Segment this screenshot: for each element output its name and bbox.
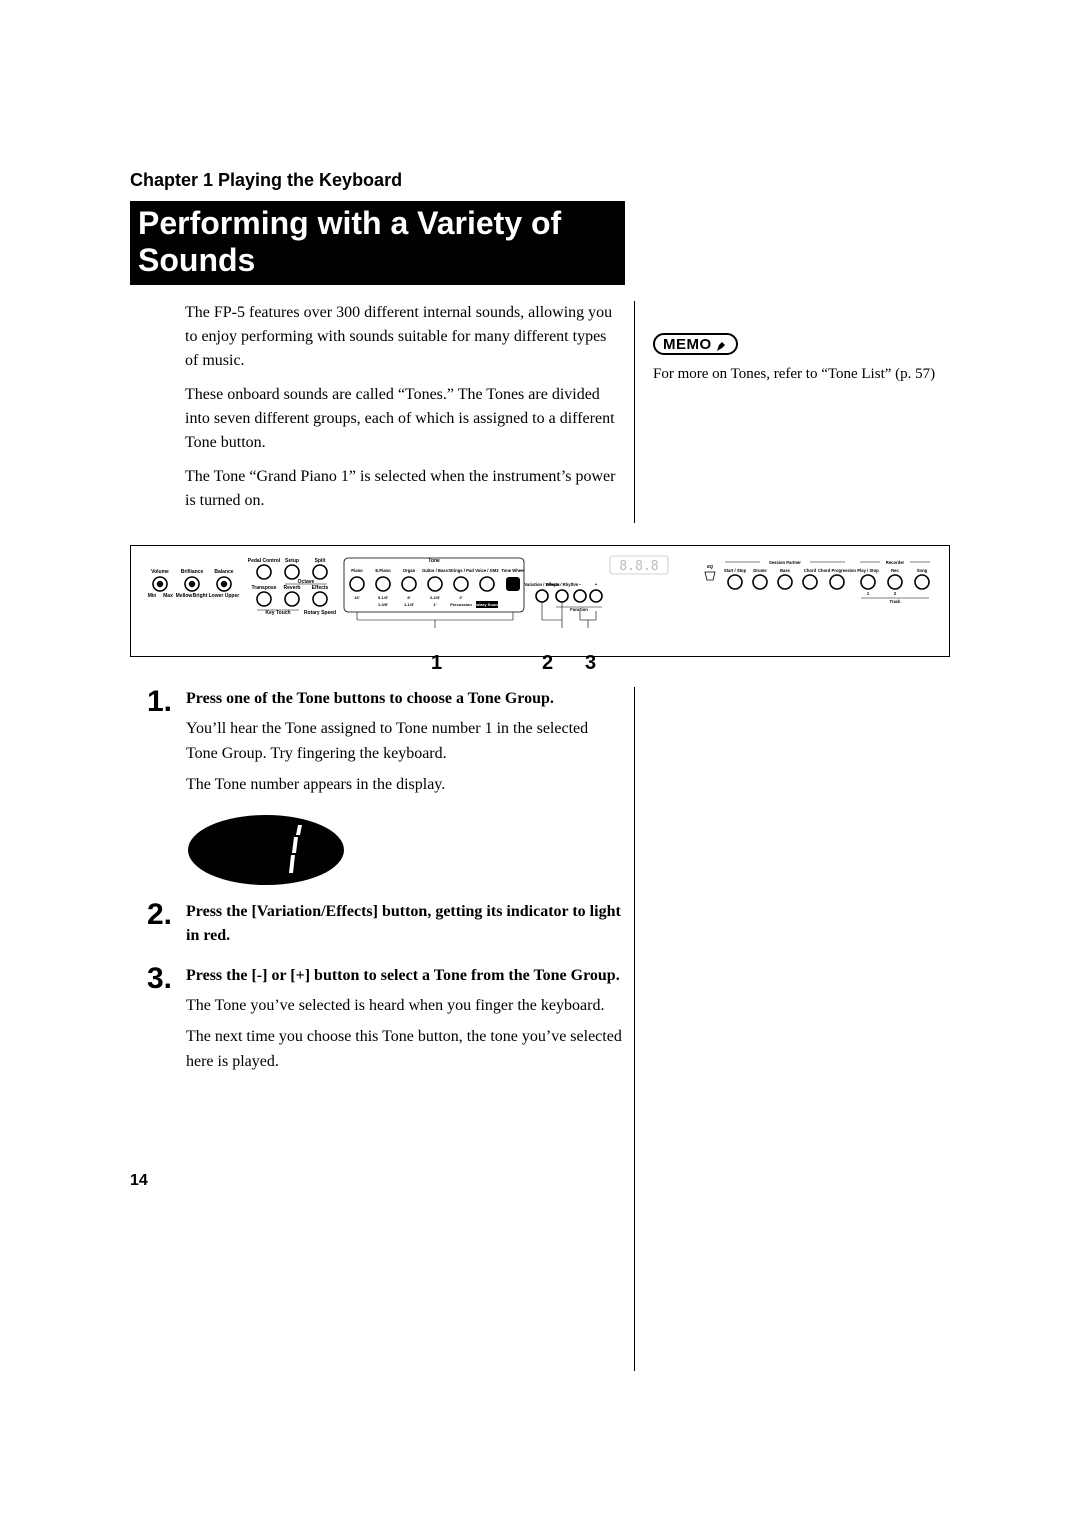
step-text: The next time you choose this Tone butto…: [186, 1025, 622, 1075]
pencil-icon: [716, 338, 728, 352]
svg-text:16′: 16′: [354, 595, 359, 600]
knob-volume: Volume Min Max: [148, 569, 173, 599]
svg-text:Percussion: Percussion: [450, 602, 472, 607]
svg-text:1-3/5′: 1-3/5′: [378, 602, 388, 607]
step-2: 2. Press the [Variation/Effects] button,…: [130, 900, 622, 954]
knob-balance: Balance Lower Upper: [209, 569, 240, 599]
svg-text:Bass: Bass: [780, 568, 791, 573]
step-heading: Press one of the Tone buttons to choose …: [186, 687, 622, 711]
memo-column: MEMO For more on Tones, refer to “Tone L…: [653, 301, 950, 523]
svg-text:Upper: Upper: [225, 593, 240, 599]
step-number: 3.: [130, 964, 172, 1080]
svg-text:Drums: Drums: [753, 568, 767, 573]
intro-p3: The Tone “Grand Piano 1” is selected whe…: [185, 465, 622, 513]
callout-1: 1: [431, 652, 442, 675]
svg-text:Brilliance: Brilliance: [181, 569, 204, 575]
svg-text:Strings / Pad: Strings / Pad: [448, 568, 474, 573]
intro-p2: These onboard sounds are called “Tones.”…: [185, 383, 622, 455]
svg-text:Key Touch: Key Touch: [265, 610, 290, 616]
svg-text:Guitar / Bass: Guitar / Bass: [422, 568, 449, 573]
svg-text:Session Partner: Session Partner: [769, 560, 801, 565]
svg-text:Rec: Rec: [891, 568, 899, 573]
svg-text:Rotary Sound: Rotary Sound: [474, 602, 501, 607]
svg-text:Balance: Balance: [214, 569, 233, 575]
step-3: 3. Press the [-] or [+] button to select…: [130, 964, 622, 1080]
svg-text:Split: Split: [315, 558, 326, 564]
svg-text:Chord: Chord: [804, 568, 817, 573]
svg-text:E.Piano: E.Piano: [375, 568, 391, 573]
svg-text:1: 1: [867, 591, 870, 596]
step-number: 2.: [130, 900, 172, 954]
step-number: 1.: [130, 687, 172, 803]
svg-text:Min: Min: [148, 593, 157, 599]
display-readout-figure: [186, 813, 622, 892]
svg-text:1-1/3′: 1-1/3′: [404, 602, 414, 607]
intro-p1: The FP-5 features over 300 different int…: [185, 301, 622, 373]
section-title: Performing with a Variety of Sounds: [130, 201, 625, 285]
svg-text:Tempo / Rhythm: Tempo / Rhythm: [546, 582, 579, 587]
step-text: The Tone you’ve selected is heard when y…: [186, 994, 622, 1019]
memo-text: For more on Tones, refer to “Tone List” …: [653, 363, 950, 386]
svg-text:Pedal Control: Pedal Control: [248, 558, 281, 564]
svg-text:Lower: Lower: [209, 593, 224, 599]
svg-text:Play / Stop: Play / Stop: [857, 568, 879, 573]
svg-text:Recorder: Recorder: [886, 560, 905, 565]
svg-text:Function: Function: [570, 607, 588, 612]
step-text: The Tone number appears in the display.: [186, 773, 622, 798]
svg-text:Track: Track: [890, 599, 902, 604]
memo-label: MEMO: [663, 336, 712, 353]
svg-text:Tone Wheel: Tone Wheel: [501, 568, 524, 573]
step-heading: Press the [-] or [+] button to select a …: [186, 964, 622, 988]
svg-text:Voice / GM2: Voice / GM2: [475, 568, 499, 573]
svg-text:5-1/3′: 5-1/3′: [378, 595, 388, 600]
svg-text:8.8.8: 8.8.8: [619, 559, 658, 574]
svg-text:Max: Max: [163, 593, 173, 599]
chapter-heading: Chapter 1 Playing the Keyboard: [130, 170, 950, 191]
svg-text:Mellow: Mellow: [176, 593, 193, 599]
callout-3: 3: [585, 652, 596, 675]
svg-text:2: 2: [894, 591, 897, 596]
svg-text:Song: Song: [917, 568, 928, 573]
svg-text:EQ: EQ: [707, 564, 714, 569]
step-1: 1. Press one of the Tone buttons to choo…: [130, 687, 622, 803]
svg-text:–: –: [579, 582, 582, 587]
step-text: You’ll hear the Tone assigned to Tone nu…: [186, 717, 622, 767]
intro-column: The FP-5 features over 300 different int…: [130, 301, 635, 523]
page-number: 14: [130, 1172, 148, 1190]
knob-brilliance: Brilliance Mellow Bright: [176, 569, 208, 599]
lcd-display: 8.8.8: [610, 556, 668, 574]
svg-text:Piano: Piano: [351, 568, 363, 573]
svg-text:1′: 1′: [433, 602, 436, 607]
callout-2: 2: [542, 652, 553, 675]
svg-text:8′: 8′: [407, 595, 410, 600]
svg-text:Tone: Tone: [428, 558, 440, 564]
steps-column: 1. Press one of the Tone buttons to choo…: [130, 687, 635, 1371]
svg-text:Start / Stop: Start / Stop: [724, 568, 747, 573]
svg-text:Effects: Effects: [312, 585, 329, 591]
memo-badge: MEMO: [653, 333, 738, 355]
svg-text:Setup: Setup: [285, 558, 299, 564]
svg-text:Reverb: Reverb: [284, 585, 301, 591]
svg-text:Volume: Volume: [151, 569, 169, 575]
svg-text:Rotary Speed: Rotary Speed: [304, 610, 336, 616]
svg-text:Organ: Organ: [403, 568, 416, 573]
svg-text:2-2/3′: 2-2/3′: [430, 595, 440, 600]
svg-text:Chord Progression: Chord Progression: [818, 568, 856, 573]
step-heading: Press the [Variation/Effects] button, ge…: [186, 900, 622, 948]
control-panel-diagram: Volume Min Max Brilliance Mellow Bright …: [130, 545, 950, 657]
svg-text:Bright: Bright: [193, 593, 208, 599]
svg-text:Transpose: Transpose: [251, 585, 276, 591]
svg-text:+: +: [595, 582, 598, 587]
svg-text:2′: 2′: [459, 595, 462, 600]
